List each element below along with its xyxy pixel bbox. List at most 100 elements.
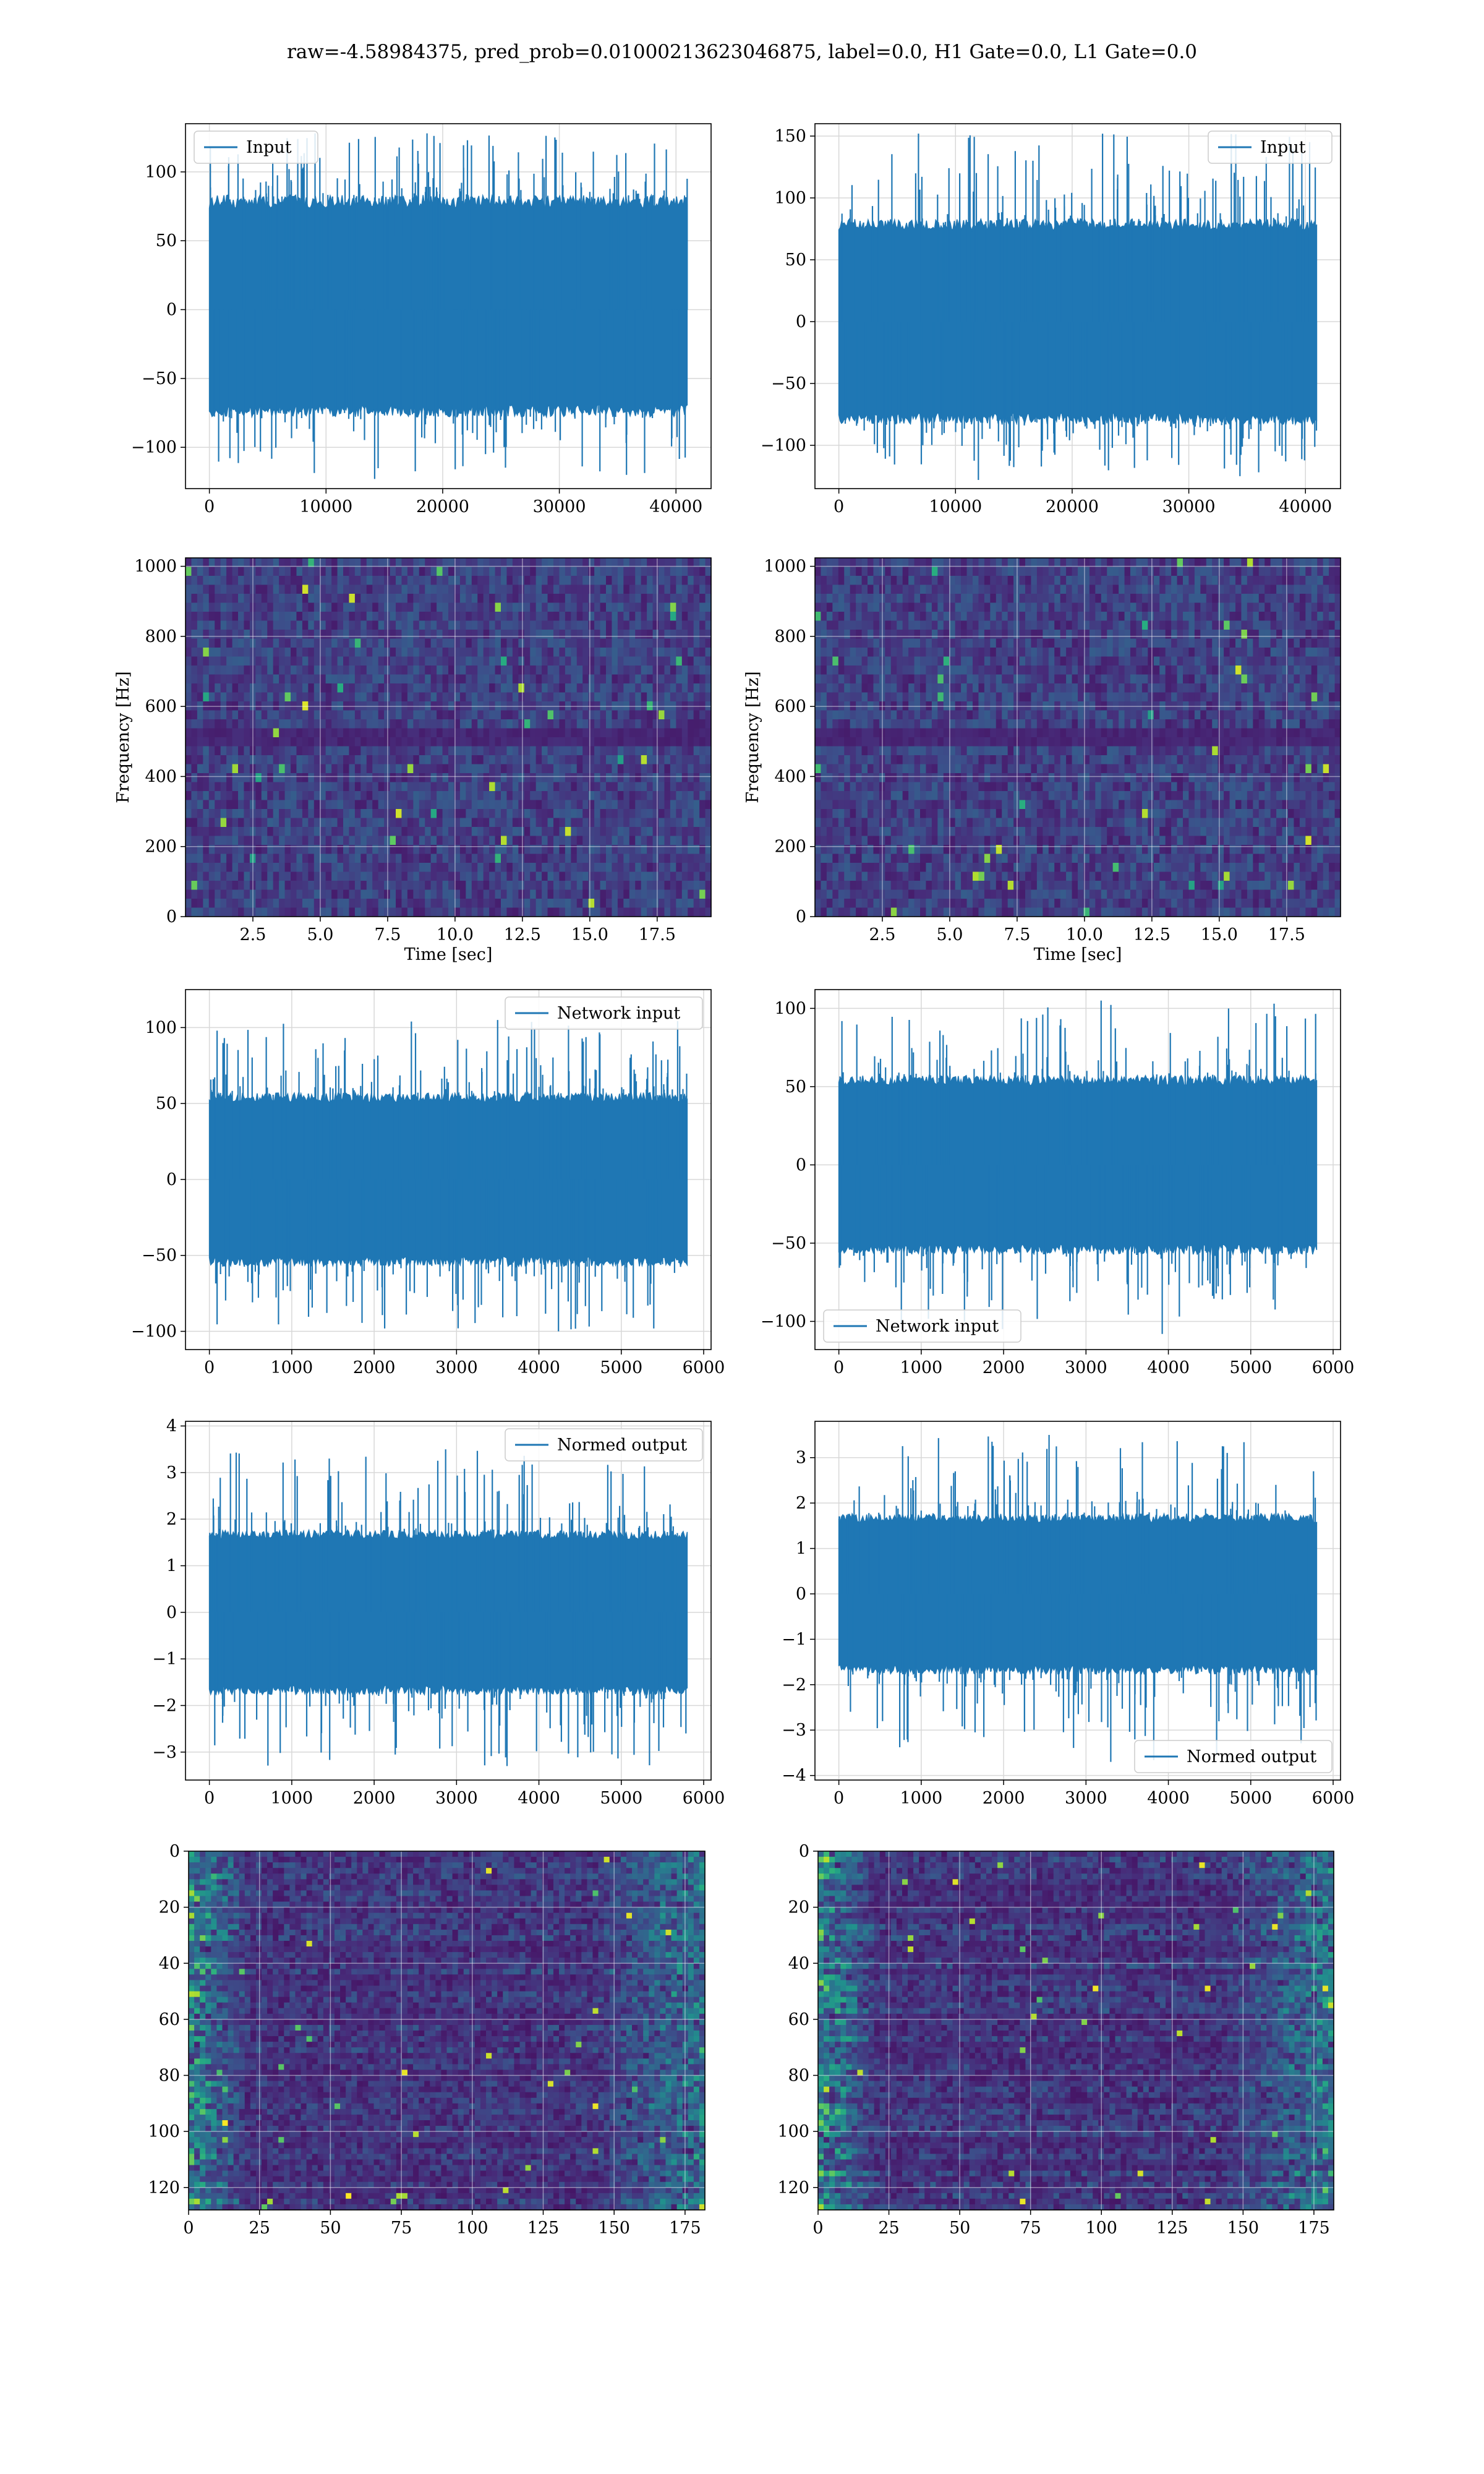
- x-tick-label: 10000: [929, 497, 982, 516]
- x-tick-label: 25: [878, 2219, 899, 2238]
- legend-box: [1208, 131, 1333, 164]
- y-tick-label: 2: [166, 1510, 177, 1529]
- x-tick-label: 0: [204, 1789, 215, 1808]
- x-tick-label: 150: [598, 2219, 630, 2238]
- x-tick-label: 5000: [1229, 1789, 1272, 1808]
- y-tick-label: 200: [145, 837, 177, 857]
- x-tick-label: 20000: [1046, 497, 1099, 516]
- x-tick-label: 0: [834, 1358, 844, 1377]
- x-tick-label: 20000: [416, 497, 469, 516]
- signal-spikes: [210, 133, 688, 479]
- y-tick-label: 100: [777, 2122, 809, 2141]
- x-tick-label: 10000: [299, 497, 352, 516]
- legend-label: Input: [1260, 138, 1306, 157]
- heatmap-cells: [186, 558, 712, 917]
- x-tick-label: 2000: [983, 1358, 1025, 1377]
- legend: Network input: [505, 996, 703, 1030]
- x-tick-label: 15.0: [571, 925, 608, 944]
- x-tick-label: 3000: [435, 1789, 478, 1808]
- axes-frame: [185, 123, 712, 489]
- x-axis-label: Time [sec]: [1034, 945, 1122, 964]
- subplot-r2-left: 2.5 5.0 7.5 10.0 12.5 15.0 17.5 0 200 400 600 800 10…: [114, 557, 712, 964]
- legend-label: Network input: [557, 1004, 680, 1023]
- subplot-r1-left: 0 10000 20000 30000 40000 −100 −50 0 50 100 Input: [131, 123, 712, 516]
- legend: Normed output: [1134, 1740, 1333, 1773]
- y-tick-label: 50: [156, 1094, 177, 1113]
- y-tick-label: 50: [156, 231, 177, 250]
- subplot-r1-right: 0 10000 20000 30000 40000 −100 −50 0 50 100 150 Inp…: [761, 123, 1341, 516]
- y-tick-label: 0: [166, 907, 177, 927]
- axes-frame: [814, 989, 1341, 1350]
- x-tick-label: 5000: [600, 1358, 642, 1377]
- x-tick-label: 25: [249, 2219, 270, 2238]
- x-tick-label: 2000: [353, 1358, 396, 1377]
- y-tick-label: 40: [159, 1954, 180, 1973]
- y-tick-label: 0: [166, 301, 177, 320]
- y-tick-label: 20: [159, 1898, 180, 1917]
- x-tick-label: 0: [204, 1358, 215, 1377]
- x-tick-label: 100: [456, 2219, 488, 2238]
- x-axis-label: Time [sec]: [404, 945, 493, 964]
- y-tick-label: 0: [796, 1585, 806, 1604]
- y-tick-label: −3: [152, 1743, 177, 1762]
- x-tick-label: 40000: [1279, 497, 1332, 516]
- y-tick-label: −4: [782, 1766, 806, 1786]
- y-tick-label: 50: [785, 250, 806, 270]
- x-tick-label: 0: [834, 497, 844, 516]
- x-tick-label: 5000: [600, 1789, 642, 1808]
- x-tick-label: 12.5: [1133, 925, 1171, 944]
- legend: Network input: [823, 1309, 1021, 1343]
- x-tick-label: 5.0: [936, 925, 963, 944]
- axes-frame: [185, 1421, 712, 1781]
- y-axis-label: Frequency [Hz]: [743, 671, 762, 803]
- legend-box: [505, 1428, 703, 1462]
- legend-label: Normed output: [1187, 1747, 1316, 1766]
- x-tick-label: 1000: [271, 1358, 313, 1377]
- y-tick-label: 1: [796, 1539, 806, 1559]
- y-tick-label: 400: [145, 767, 177, 786]
- y-tick-label: 100: [774, 189, 806, 208]
- x-tick-label: 1000: [900, 1789, 943, 1808]
- subplot-r3-left: 0 1000 2000 3000 4000 5000 6000 −100 −50 0 50 100 Ne…: [131, 989, 725, 1377]
- y-tick-label: 3: [796, 1449, 806, 1468]
- y-tick-label: −1: [152, 1650, 177, 1669]
- y-tick-label: 0: [169, 1842, 180, 1861]
- legend-label: Input: [246, 138, 292, 157]
- axes-frame: [185, 989, 712, 1350]
- x-tick-label: 10.0: [1066, 925, 1103, 944]
- subplot-r4-left: 0 1000 2000 3000 4000 5000 6000 −3 −2 −1 0 1 2 3 4 Norm…: [152, 1417, 725, 1808]
- y-tick-label: −100: [131, 438, 177, 457]
- y-tick-label: 4: [166, 1417, 177, 1436]
- y-axis-label: Frequency [Hz]: [114, 671, 133, 803]
- x-tick-label: 3000: [1065, 1789, 1107, 1808]
- x-tick-label: 125: [1156, 2219, 1188, 2238]
- y-tick-label: 800: [145, 627, 177, 646]
- signal-spikes: [841, 134, 1318, 480]
- y-tick-label: 1000: [764, 557, 806, 576]
- signal-body: [208, 194, 688, 419]
- y-tick-label: 2: [796, 1494, 806, 1513]
- y-tick-label: 40: [788, 1954, 809, 1973]
- signal-spikes: [210, 1020, 688, 1332]
- x-tick-label: 0: [204, 497, 215, 516]
- x-tick-label: 17.5: [1268, 925, 1305, 944]
- x-tick-label: 30000: [533, 497, 586, 516]
- y-tick-label: −2: [152, 1696, 177, 1715]
- y-tick-label: 100: [145, 1018, 177, 1037]
- y-tick-label: 60: [788, 2010, 809, 2029]
- legend: Input: [1208, 131, 1333, 164]
- y-tick-label: 0: [796, 312, 806, 332]
- x-tick-label: 6000: [683, 1358, 725, 1377]
- x-tick-label: 6000: [1312, 1789, 1355, 1808]
- x-tick-label: 75: [391, 2219, 412, 2238]
- y-tick-label: 80: [788, 2066, 809, 2086]
- x-tick-label: 7.5: [1004, 925, 1030, 944]
- x-tick-label: 3000: [1065, 1358, 1107, 1377]
- signal-body: [838, 217, 1318, 426]
- legend: Normed output: [505, 1428, 703, 1462]
- x-tick-label: 150: [1227, 2219, 1260, 2238]
- axes-frame: [814, 557, 1341, 917]
- x-tick-label: 0: [812, 2219, 823, 2238]
- axes-frame: [188, 1851, 706, 2211]
- y-tick-label: 60: [159, 2010, 180, 2029]
